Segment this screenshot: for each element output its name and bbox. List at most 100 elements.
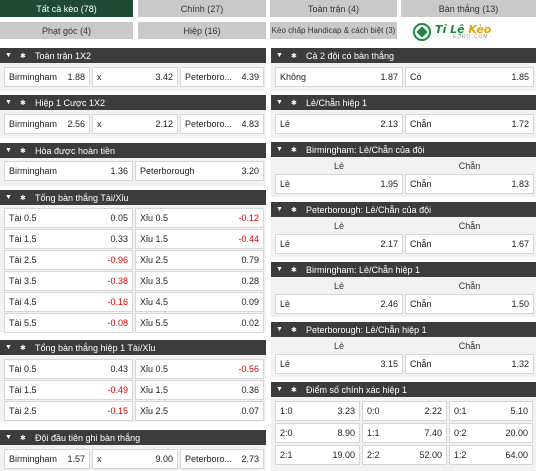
section-header-odd-even-h1[interactable]: ▼ ✱ Lẻ/Chẵn hiệp 1 xyxy=(271,95,536,110)
collapse-chevron-icon[interactable]: ▼ xyxy=(276,99,283,106)
section-header-birm-le-chan-h1[interactable]: ▼ ✱ Birmingham: Lẻ/Chẵn hiệp 1 xyxy=(271,262,536,277)
correct-score-odd[interactable]: 2:0 8.90 xyxy=(275,423,360,443)
pin-star-icon[interactable]: ✱ xyxy=(291,386,297,394)
odd-under[interactable]: Xỉu 0.5 -0.56 xyxy=(135,359,264,379)
tab-halves[interactable]: Hiệp (16) xyxy=(138,22,266,39)
pin-star-icon[interactable]: ✱ xyxy=(291,99,297,107)
odd-home[interactable]: Birmingham 1.36 xyxy=(4,161,133,181)
market-label: 1:0 xyxy=(280,406,293,416)
collapse-chevron-icon[interactable]: ▼ xyxy=(5,344,12,351)
correct-score-odd[interactable]: 0:1 5.10 xyxy=(449,401,533,421)
section-header-total-goals[interactable]: ▼ ✱ Tổng bàn thắng Tài/Xỉu xyxy=(0,190,266,205)
section-header-pet-le-chan-h1[interactable]: ▼ ✱ Peterborough: Lẻ/Chẵn hiệp 1 xyxy=(271,322,536,337)
collapse-chevron-icon[interactable]: ▼ xyxy=(276,266,283,273)
odd-value: 2.17 xyxy=(380,239,398,249)
pin-star-icon[interactable]: ✱ xyxy=(20,99,26,107)
market-label: Tài 3.5 xyxy=(9,276,37,286)
correct-score-odd[interactable]: 0:0 2.22 xyxy=(362,401,447,421)
odd-over[interactable]: Tài 0.5 0.05 xyxy=(4,208,133,228)
odd-even[interactable]: Chẵn 1.67 xyxy=(405,234,534,254)
odd-away[interactable]: Peterborough 3.20 xyxy=(135,161,264,181)
pin-star-icon[interactable]: ✱ xyxy=(291,326,297,334)
collapse-chevron-icon[interactable]: ▼ xyxy=(276,386,283,393)
collapse-chevron-icon[interactable]: ▼ xyxy=(5,434,12,441)
collapse-chevron-icon[interactable]: ▼ xyxy=(5,194,12,201)
tab-all-markets[interactable]: Tất cả kèo (78) xyxy=(0,0,133,17)
tab-full-match[interactable]: Toàn trận (4) xyxy=(270,0,397,17)
correct-score-odd[interactable]: 0:2 20.00 xyxy=(449,423,533,443)
section-header-draw-no-bet[interactable]: ▼ ✱ Hòa được hoàn tiền xyxy=(0,143,266,158)
odd-over[interactable]: Tài 2.5 -0.96 xyxy=(4,250,133,270)
odd-away[interactable]: Peterboro... 2.73 xyxy=(180,449,264,469)
odd-over[interactable]: Tài 2.5 -0.15 xyxy=(4,401,133,421)
pin-star-icon[interactable]: ✱ xyxy=(20,194,26,202)
section-header-correct-score-h1[interactable]: ▼ ✱ Điểm số chính xác hiệp 1 xyxy=(271,382,536,397)
odd-yes[interactable]: Có 1.85 xyxy=(405,67,534,87)
pin-star-icon[interactable]: ✱ xyxy=(291,266,297,274)
tab-main[interactable]: Chính (27) xyxy=(138,0,266,17)
odd-over[interactable]: Tài 0.5 0.43 xyxy=(4,359,133,379)
section-header-1x2[interactable]: ▼ ✱ Toàn trận 1X2 xyxy=(0,48,266,63)
section-header-h1-1x2[interactable]: ▼ ✱ Hiệp 1 Cược 1X2 xyxy=(0,95,266,110)
odd-home[interactable]: Birmingham 1.57 xyxy=(4,449,90,469)
odd-over[interactable]: Tài 3.5 -0.38 xyxy=(4,271,133,291)
odd-under[interactable]: Xỉu 1.5 -0.44 xyxy=(135,229,264,249)
odd-even[interactable]: Chẵn 1.50 xyxy=(405,294,534,314)
odd-even[interactable]: Chẵn 1.72 xyxy=(405,114,534,134)
collapse-chevron-icon[interactable]: ▼ xyxy=(5,99,12,106)
odd-away[interactable]: Peterboro... 4.39 xyxy=(180,67,264,87)
tab-goals[interactable]: Bàn thắng (13) xyxy=(401,0,536,17)
collapse-chevron-icon[interactable]: ▼ xyxy=(276,52,283,59)
tab-corners[interactable]: Phạt góc (4) xyxy=(0,22,133,39)
odd-under[interactable]: Xỉu 1.5 0.36 xyxy=(135,380,264,400)
collapse-chevron-icon[interactable]: ▼ xyxy=(5,52,12,59)
odd-over[interactable]: Tài 5.5 -0.08 xyxy=(4,313,133,333)
correct-score-odd[interactable]: 2:1 19.00 xyxy=(275,445,360,465)
collapse-chevron-icon[interactable]: ▼ xyxy=(276,146,283,153)
odd-under[interactable]: Xỉu 4.5 0.09 xyxy=(135,292,264,312)
odd-under[interactable]: Xỉu 0.5 -0.12 xyxy=(135,208,264,228)
odd-home[interactable]: Birmingham 2.56 xyxy=(4,114,90,134)
section-header-birm-le-chan[interactable]: ▼ ✱ Birmingham: Lẻ/Chẵn của đội xyxy=(271,142,536,157)
odd-over[interactable]: Tài 4.5 -0.16 xyxy=(4,292,133,312)
odd-home[interactable]: Birmingham 1.88 xyxy=(4,67,90,87)
collapse-chevron-icon[interactable]: ▼ xyxy=(276,326,283,333)
pin-star-icon[interactable]: ✱ xyxy=(291,52,297,60)
section-header-total-goals-h1[interactable]: ▼ ✱ Tổng bàn thắng hiệp 1 Tài/Xỉu xyxy=(0,340,266,355)
odd-draw[interactable]: x 2.12 xyxy=(92,114,178,134)
odd-away[interactable]: Peterboro... 4.83 xyxy=(180,114,264,134)
odd-odd[interactable]: Lẻ 1.95 xyxy=(275,174,403,194)
pin-star-icon[interactable]: ✱ xyxy=(20,344,26,352)
correct-score-odd[interactable]: 1:1 7.40 xyxy=(362,423,447,443)
odd-under[interactable]: Xỉu 3.5 0.28 xyxy=(135,271,264,291)
tab-handicap[interactable]: Kèo chấp Handicap & cách biệt (3) xyxy=(270,22,397,39)
odd-value: 19.00 xyxy=(332,450,355,460)
pin-star-icon[interactable]: ✱ xyxy=(20,52,26,60)
pin-star-icon[interactable]: ✱ xyxy=(291,146,297,154)
section-header-pet-le-chan[interactable]: ▼ ✱ Peterborough: Lẻ/Chẵn của đội xyxy=(271,202,536,217)
correct-score-odd[interactable]: 2:2 52.00 xyxy=(362,445,447,465)
odd-draw[interactable]: x 3.42 xyxy=(92,67,178,87)
correct-score-odd[interactable]: 1:2 64.00 xyxy=(449,445,533,465)
pin-star-icon[interactable]: ✱ xyxy=(291,206,297,214)
section-header-btts[interactable]: ▼ ✱ Cả 2 đội có bàn thắng xyxy=(271,48,536,63)
collapse-chevron-icon[interactable]: ▼ xyxy=(276,206,283,213)
pin-star-icon[interactable]: ✱ xyxy=(20,147,26,155)
odd-over[interactable]: Tài 1.5 -0.49 xyxy=(4,380,133,400)
collapse-chevron-icon[interactable]: ▼ xyxy=(5,147,12,154)
odd-no[interactable]: Không 1.87 xyxy=(275,67,403,87)
odd-under[interactable]: Xỉu 2.5 0.79 xyxy=(135,250,264,270)
section-header-first-team-score[interactable]: ▼ ✱ Đội đầu tiên ghi bàn thắng xyxy=(0,430,266,445)
odd-under[interactable]: Xỉu 2.5 0.07 xyxy=(135,401,264,421)
odd-even[interactable]: Chẵn 1.83 xyxy=(405,174,534,194)
correct-score-odd[interactable]: 1:0 3.23 xyxy=(275,401,360,421)
odd-odd[interactable]: Lẻ 2.13 xyxy=(275,114,403,134)
odd-even[interactable]: Chẵn 1.32 xyxy=(405,354,534,374)
odd-odd[interactable]: Lẻ 3.15 xyxy=(275,354,403,374)
odd-odd[interactable]: Lẻ 2.46 xyxy=(275,294,403,314)
odd-under[interactable]: Xỉu 5.5 0.02 xyxy=(135,313,264,333)
odd-draw[interactable]: x 9.00 xyxy=(92,449,178,469)
odd-odd[interactable]: Lẻ 2.17 xyxy=(275,234,403,254)
pin-star-icon[interactable]: ✱ xyxy=(20,434,26,442)
odd-over[interactable]: Tài 1.5 0.33 xyxy=(4,229,133,249)
